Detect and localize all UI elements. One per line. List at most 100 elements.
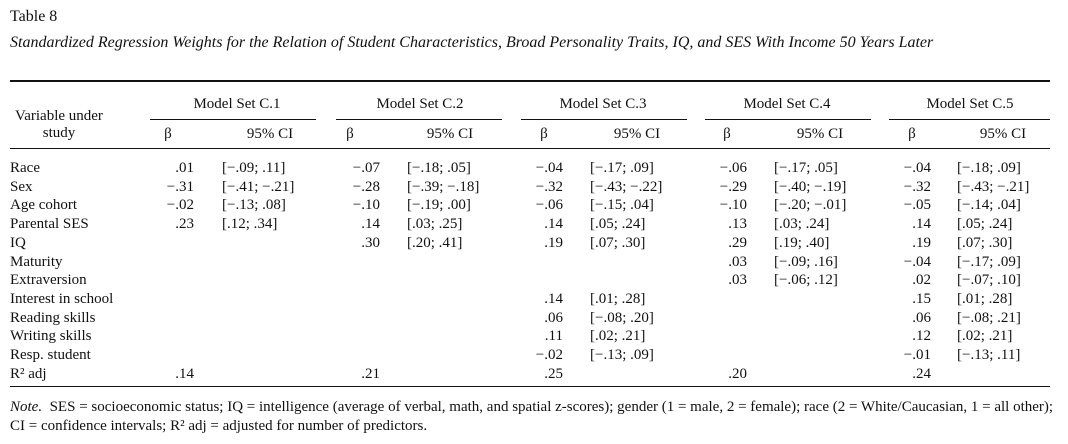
model-set-header: Model Set C.4 [743, 96, 831, 112]
beta-cell: −.32 [903, 178, 931, 195]
beta-cell: .06 [544, 309, 563, 326]
beta-cell: −.01 [903, 347, 931, 363]
beta-cell: .24 [912, 365, 931, 382]
ci-cell: [−.09; .11] [222, 160, 286, 176]
row-label: R² adj [10, 365, 47, 382]
beta-cell: −.29 [719, 178, 747, 195]
ci-cell: [−.43; −.22] [590, 178, 663, 195]
row-label: Parental SES [10, 216, 89, 233]
column-header: 95% CI [796, 126, 844, 142]
beta-cell: .23 [175, 216, 194, 233]
ci-cell: [.07; .30] [590, 234, 646, 251]
ci-cell: [.02; .21] [590, 328, 646, 345]
group-rule [521, 119, 687, 120]
column-header: 95% CI [246, 126, 294, 142]
beta-cell: −.07 [352, 160, 380, 176]
ci-cell: [−.06; .12] [774, 272, 838, 289]
beta-cell: −.04 [535, 160, 563, 176]
note: Note. SES = socioeconomic status; IQ = i… [10, 398, 1055, 436]
beta-cell: .13 [728, 216, 747, 233]
group-rule [150, 119, 316, 120]
ci-cell: [−.15; .04] [590, 197, 654, 214]
beta-cell: .21 [361, 365, 380, 382]
row-label: Extraversion [10, 272, 87, 289]
ci-cell: [−.19; .00] [407, 197, 471, 214]
beta-cell: −.06 [719, 160, 747, 176]
beta-cell: −.10 [352, 197, 380, 214]
model-set-header: Model Set C.5 [926, 96, 1014, 112]
column-header: β [723, 126, 731, 142]
beta-cell: .29 [728, 234, 747, 251]
beta-cell: −.05 [903, 197, 931, 214]
beta-cell: .25 [544, 365, 563, 382]
model-set-header: Model Set C.3 [559, 96, 647, 112]
beta-cell: .14 [544, 216, 563, 233]
ci-cell: [.03; .25] [407, 216, 463, 233]
column-header: β [540, 126, 548, 142]
header-rule [10, 148, 1050, 149]
row-label: Interest in school [10, 290, 114, 307]
ci-cell: [.07; .30] [957, 234, 1013, 251]
ci-cell: [−.39; −.18] [407, 178, 480, 195]
beta-cell: −.02 [535, 347, 563, 363]
group-rule [336, 119, 502, 120]
beta-cell: .12 [912, 328, 931, 345]
column-header: β [346, 126, 354, 142]
beta-cell: .11 [544, 328, 563, 345]
row-label: IQ [10, 234, 26, 251]
row-label: Resp. student [10, 347, 91, 363]
row-label: Age cohort [10, 197, 78, 214]
beta-cell: .14 [175, 365, 194, 382]
row-label: Reading skills [10, 309, 96, 326]
model-set-header: Model Set C.2 [376, 96, 464, 112]
note-label: Note. [10, 399, 43, 415]
ci-cell: [.02; .21] [957, 328, 1013, 345]
ci-cell: [−.18; .09] [957, 160, 1021, 176]
ci-cell: [−.20; −.01] [774, 197, 847, 214]
ci-cell: [−.07; .10] [957, 272, 1021, 289]
beta-cell: −.10 [719, 197, 747, 214]
ci-cell: [.03; .24] [774, 216, 830, 233]
row-label: Sex [10, 178, 33, 195]
note-text: SES = socioeconomic status; IQ = intelli… [10, 399, 1054, 434]
ci-cell: [−.40; −.19] [774, 178, 847, 195]
ci-cell: [−.17; .09] [590, 160, 654, 176]
model-set-header: Model Set C.1 [193, 96, 281, 112]
ci-cell: [.01; .28] [590, 290, 646, 307]
table-label: Table 8 [10, 8, 58, 25]
ci-cell: [.20; .41] [407, 234, 463, 251]
column-header: β [908, 126, 916, 142]
beta-cell: .06 [912, 309, 931, 326]
group-rule [705, 119, 871, 120]
table-title: Standardized Regression Weights for the … [10, 34, 934, 51]
beta-cell: −.32 [535, 178, 563, 195]
column-header: β [164, 126, 172, 142]
beta-cell: .03 [728, 272, 747, 289]
ci-cell: [−.13; .11] [957, 347, 1021, 363]
beta-cell: .14 [912, 216, 931, 233]
column-header: 95% CI [979, 126, 1027, 142]
beta-cell: −.04 [903, 160, 931, 176]
column-header: 95% CI [613, 126, 661, 142]
beta-cell: −.31 [166, 178, 194, 195]
ci-cell: [−.08; .20] [590, 309, 654, 326]
top-rule [10, 80, 1050, 82]
beta-cell: .30 [361, 234, 380, 251]
stub-header: Variable under study [15, 108, 103, 141]
ci-cell: [−.17; .09] [957, 253, 1021, 270]
ci-cell: [−.43; −.21] [957, 178, 1030, 195]
ci-cell: [.12; .34] [222, 216, 278, 233]
group-rule [889, 119, 1050, 120]
ci-cell: [.19; .40] [774, 234, 830, 251]
beta-cell: .14 [544, 290, 563, 307]
ci-cell: [−.17; .05] [774, 160, 838, 176]
beta-cell: .20 [728, 365, 747, 382]
beta-cell: .15 [912, 290, 931, 307]
ci-cell: [−.18; .05] [407, 160, 471, 176]
beta-cell: .19 [912, 234, 931, 251]
beta-cell: −.28 [352, 178, 380, 195]
beta-cell: −.04 [903, 253, 931, 270]
ci-cell: [.05; .24] [590, 216, 646, 233]
beta-cell: .01 [175, 160, 194, 176]
